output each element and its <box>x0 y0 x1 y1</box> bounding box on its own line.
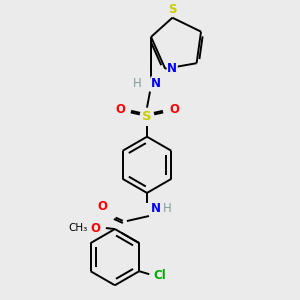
Text: N: N <box>151 202 161 215</box>
Text: N: N <box>151 77 161 90</box>
Text: O: O <box>98 200 108 213</box>
Text: Cl: Cl <box>153 269 166 282</box>
Text: CH₃: CH₃ <box>68 223 88 233</box>
Text: S: S <box>142 110 152 123</box>
Text: H: H <box>163 202 172 215</box>
Text: O: O <box>91 221 101 235</box>
Text: O: O <box>169 103 179 116</box>
Text: O: O <box>115 103 125 116</box>
Text: H: H <box>133 77 142 90</box>
Text: N: N <box>167 62 177 75</box>
Text: S: S <box>168 3 177 16</box>
